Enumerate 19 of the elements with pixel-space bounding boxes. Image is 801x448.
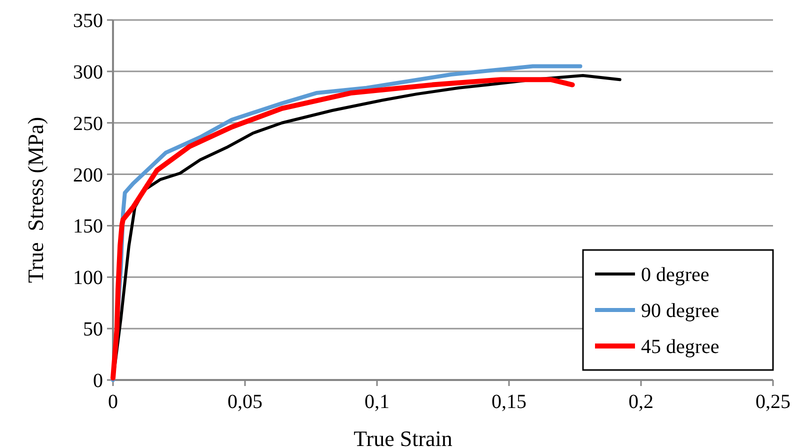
legend-label: 90 degree [641,300,720,322]
y-tick-label: 50 [83,318,103,341]
x-tick-label: 0,1 [364,391,390,413]
x-tick-label: 0,25 [756,391,790,413]
y-axis-title: True Stress (MPa) [23,116,48,284]
x-tick-label: 0,05 [228,391,262,413]
x-axis-title: True Strain [354,426,452,448]
x-tick-label: 0 [108,391,118,413]
y-tick-label: 150 [73,216,103,238]
y-tick-label: 250 [73,112,103,135]
y-tick-label: 0 [93,370,103,392]
x-tick-label: 0,15 [492,391,526,413]
legend-label: 0 degree [641,264,710,286]
y-tick-label: 350 [73,10,103,32]
y-tick-label: 100 [73,267,103,290]
y-tick-label: 300 [73,61,103,84]
legend-label: 45 degree [641,336,720,358]
y-tick-label: 200 [73,164,103,186]
x-tick-label: 0,2 [628,391,654,413]
